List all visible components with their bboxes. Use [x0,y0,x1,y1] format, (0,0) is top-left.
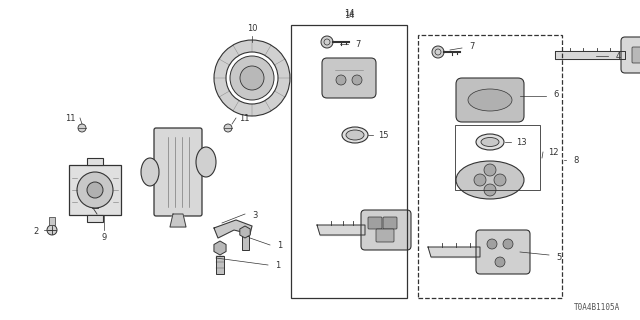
Text: 6: 6 [554,90,559,99]
FancyBboxPatch shape [87,215,103,222]
Ellipse shape [476,134,504,150]
FancyBboxPatch shape [383,217,397,229]
Text: 12: 12 [548,148,558,156]
Text: 11: 11 [65,114,76,123]
Text: 2: 2 [33,228,38,236]
Text: 14: 14 [344,11,355,20]
FancyBboxPatch shape [242,236,249,250]
Polygon shape [428,247,480,257]
Text: 9: 9 [101,234,107,243]
Circle shape [77,172,113,208]
Bar [49,217,55,225]
FancyBboxPatch shape [361,210,411,250]
FancyBboxPatch shape [87,158,103,165]
Circle shape [487,239,497,249]
Ellipse shape [196,147,216,177]
Text: 8: 8 [573,156,579,164]
FancyBboxPatch shape [322,58,376,98]
Bar [291,25,407,298]
FancyBboxPatch shape [376,229,394,242]
Ellipse shape [481,138,499,147]
Text: 11: 11 [239,114,249,123]
Circle shape [494,174,506,186]
Text: 13: 13 [516,138,526,147]
FancyBboxPatch shape [368,217,382,229]
Circle shape [224,124,232,132]
Circle shape [503,239,513,249]
Circle shape [474,174,486,186]
Text: 14: 14 [344,9,355,18]
Bar [455,125,540,190]
Circle shape [47,225,57,235]
FancyBboxPatch shape [632,47,640,63]
Polygon shape [317,225,365,235]
Circle shape [230,56,274,100]
Polygon shape [555,51,625,59]
Text: 10: 10 [247,23,257,33]
Text: 15: 15 [378,131,388,140]
Bar [418,35,562,298]
FancyBboxPatch shape [476,230,530,274]
Circle shape [240,66,264,90]
Circle shape [321,36,333,48]
Text: 7: 7 [355,39,361,49]
FancyBboxPatch shape [69,165,121,215]
Circle shape [78,124,86,132]
Ellipse shape [456,161,524,199]
Circle shape [484,164,496,176]
Ellipse shape [468,89,512,111]
Text: 3: 3 [252,212,258,220]
FancyBboxPatch shape [456,78,524,122]
FancyBboxPatch shape [621,37,640,73]
Circle shape [352,75,362,85]
Polygon shape [214,220,252,238]
Circle shape [87,182,103,198]
FancyBboxPatch shape [216,256,224,274]
Circle shape [484,184,496,196]
Ellipse shape [141,158,159,186]
Text: 4: 4 [616,52,621,60]
Text: 1: 1 [277,241,283,250]
FancyBboxPatch shape [154,128,202,216]
Circle shape [336,75,346,85]
Text: 7: 7 [469,42,475,51]
Circle shape [432,46,444,58]
Wedge shape [214,40,290,116]
Text: 5: 5 [556,253,562,262]
Polygon shape [170,214,186,227]
Ellipse shape [342,127,368,143]
Ellipse shape [346,130,364,140]
Text: 1: 1 [275,260,280,269]
Circle shape [495,257,505,267]
Text: T0A4B1105A: T0A4B1105A [573,303,620,312]
